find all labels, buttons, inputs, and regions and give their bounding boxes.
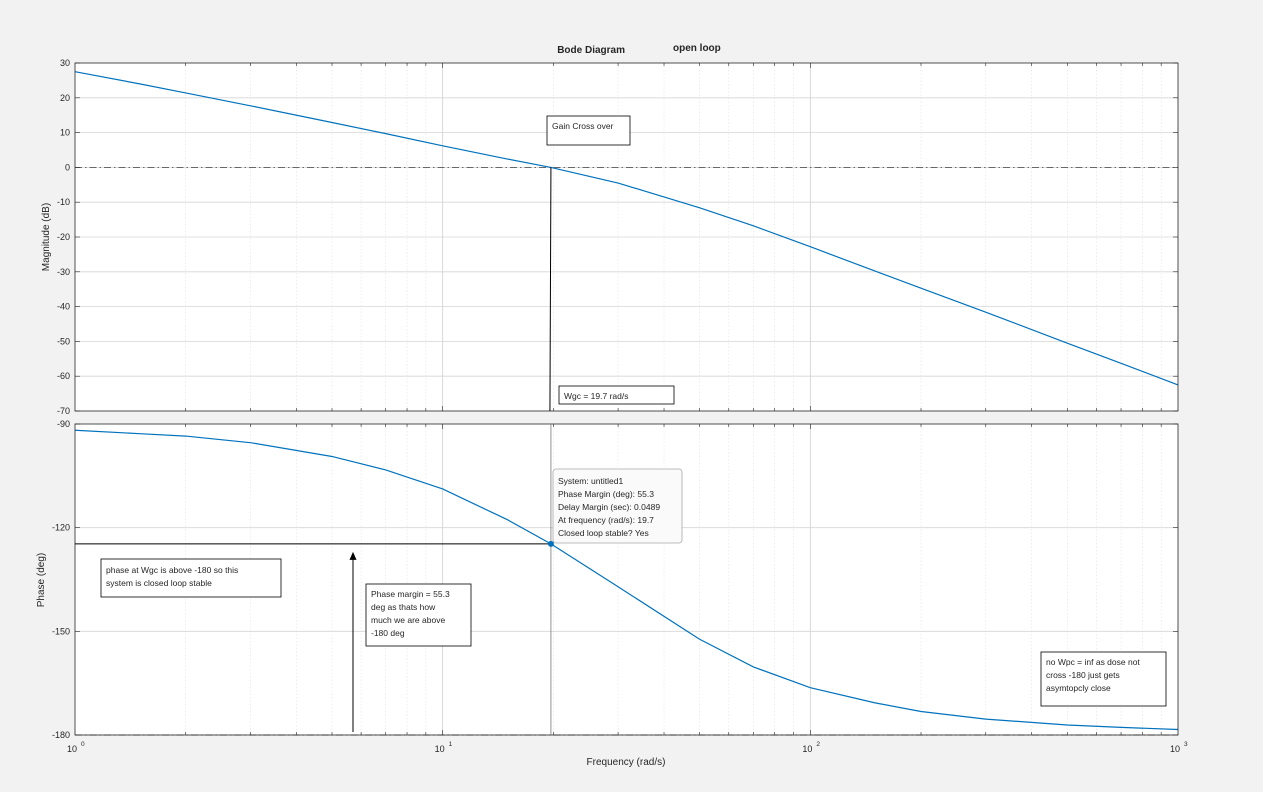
x-tick-label: 10 [1170,744,1180,754]
x-tick-label-exponent: 1 [449,741,453,748]
gain-crossover-box [546,115,631,146]
x-tick-label-exponent: 0 [81,741,85,748]
y-tick-label: -70 [57,406,70,416]
phase-margin-text-line-4: -180 deg [371,628,405,638]
phase-margin-textbox[interactable]: Phase margin = 55.3 deg as thats how muc… [365,583,472,647]
y-tick-label: 10 [60,128,70,138]
y-tick-label: -120 [52,523,70,533]
y-tick-label: -20 [57,232,70,242]
x-tick-label: 10 [435,744,445,754]
datatip-line-system: System: untitled1 [558,476,623,486]
phase-margin-text-line-3: much we are above [371,615,445,625]
wgc-box [558,385,675,405]
y-tick-label: -150 [52,626,70,636]
phase-axes-frame [74,423,1179,736]
y-tick-label: -30 [57,267,70,277]
phase-ylabel: Phase (deg) [36,553,47,607]
phase-stable-textbox[interactable]: phase at Wgc is above -180 so this syste… [100,558,282,598]
datatip-marker [547,540,554,547]
y-tick-label: -60 [57,371,70,381]
magnitude-ticks: 30 20 10 0 -10 -20 -30 -40 -50 -60 -70 [57,58,1178,416]
y-tick-label: 20 [60,93,70,103]
y-tick-label: -40 [57,302,70,312]
y-tick-label: -90 [57,419,70,429]
y-tick-label: -180 [52,730,70,740]
phase-margin-arrowhead [349,551,357,560]
magnitude-curve-group [74,71,1179,386]
no-wpc-box [1040,651,1167,707]
phase-ticks: -90 -120 -150 -180 10 0 10 1 10 2 10 3 [52,419,1188,754]
frequency-xlabel: Frequency (rad/s) [587,757,666,768]
phase-margin-text-line-2: deg as thats how [371,602,436,612]
phase-curve [74,429,1179,731]
no-wpc-textbox[interactable]: no Wpc = inf as dose not cross -180 just… [1040,651,1167,707]
phase-margin-text-line-1: Phase margin = 55.3 [371,589,450,599]
x-tick-label-exponent: 3 [1184,741,1188,748]
phase-stable-box [100,558,282,598]
magnitude-axes[interactable]: 30 20 10 0 -10 -20 -30 -40 -50 -60 -70 Magnitude (… [41,58,1179,416]
y-tick-label: -50 [57,336,70,346]
phase-stable-text-line-1: phase at Wgc is above -180 so this [106,565,238,575]
phase-margin-box [365,583,472,647]
no-wpc-text-line-3: asymtopcly close [1046,683,1111,693]
x-tick-label: 10 [802,744,812,754]
no-wpc-text-line-1: no Wpc = inf as dose not [1046,657,1140,667]
datatip-box [552,468,683,544]
datatip-line-stable: Closed loop stable? Yes [558,528,649,538]
chart-title: Bode Diagram [557,45,625,56]
phase-curve-group [74,429,1179,731]
magnitude-ylabel: Magnitude (dB) [41,203,52,271]
annotation-lines [75,167,554,735]
datatip[interactable]: System: untitled1 Phase Margin (deg): 55… [552,468,683,544]
y-tick-label: 30 [60,58,70,68]
y-tick-label: 0 [65,162,70,172]
wgc-textbox[interactable]: Wgc = 19.7 rad/s [558,385,675,405]
chart-title-suffix: open loop [673,43,721,54]
datatip-line-frequency: At frequency (rad/s): 19.7 [558,515,654,525]
datatip-line-phase-margin: Phase Margin (deg): 55.3 [558,489,654,499]
gain-crossover-arrow-line [549,167,552,412]
no-wpc-text-line-2: cross -180 just gets [1046,670,1120,680]
x-tick-label: 10 [67,744,77,754]
phase-stable-text-line-2: system is closed loop stable [106,578,212,588]
datatip-line-delay-margin: Delay Margin (sec): 0.0489 [558,502,660,512]
gain-crossover-textbox[interactable]: Gain Cross over [546,115,631,146]
gain-crossover-text: Gain Cross over [552,121,614,131]
magnitude-curve [74,71,1179,386]
y-tick-label: -10 [57,197,70,207]
x-tick-label-exponent: 2 [816,741,820,748]
magnitude-grid [75,63,1178,411]
wgc-text: Wgc = 19.7 rad/s [564,391,629,401]
